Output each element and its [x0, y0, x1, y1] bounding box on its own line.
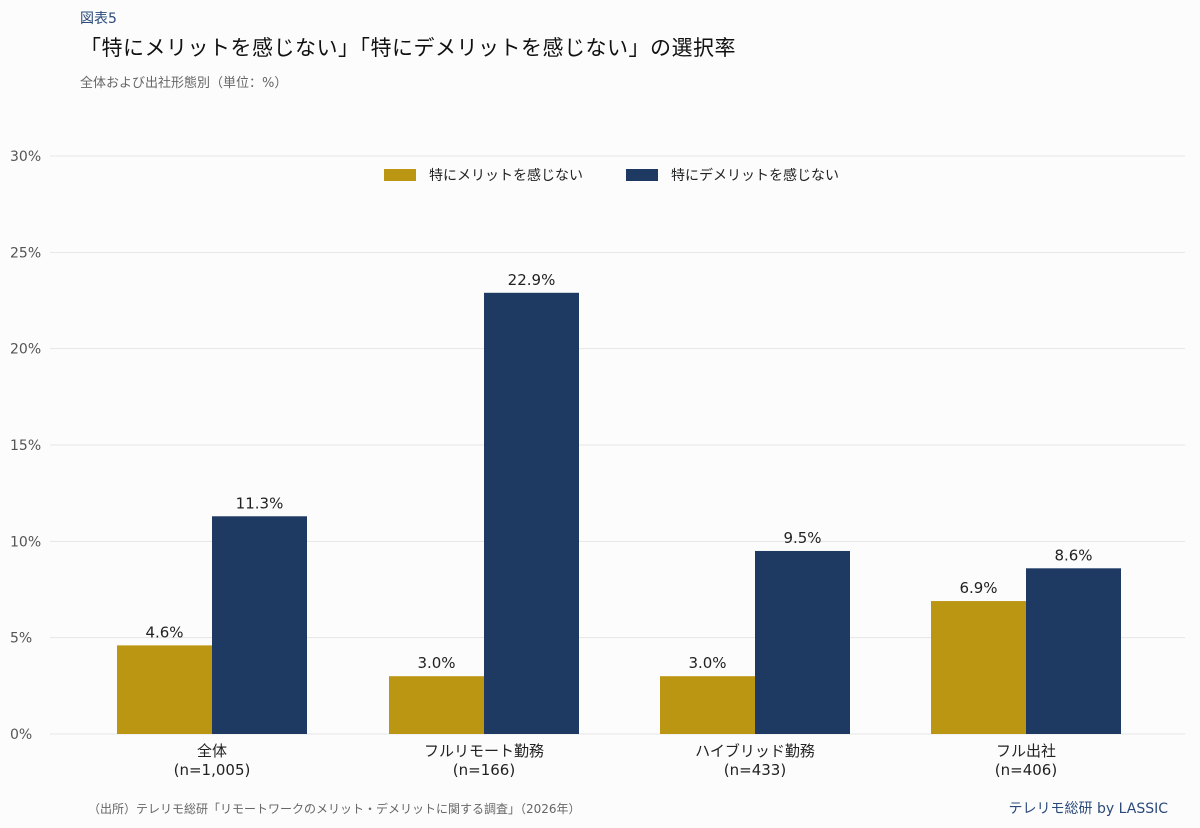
- y-tick-label: 5%: [10, 631, 32, 647]
- legend-swatch-2: [626, 169, 658, 181]
- data-label: 4.6%: [145, 623, 183, 641]
- y-tick-label: 15%: [10, 438, 41, 454]
- y-tick-label: 0%: [10, 727, 32, 743]
- data-label: 9.5%: [783, 529, 821, 547]
- y-tick-label: 25%: [10, 245, 41, 261]
- data-label: 8.6%: [1054, 546, 1092, 564]
- legend-swatch-1: [384, 169, 416, 181]
- x-category-n: (n=433): [724, 761, 786, 779]
- bar-1-4: [931, 601, 1026, 734]
- y-tick-label: 20%: [10, 342, 41, 358]
- x-category-n: (n=166): [453, 761, 515, 779]
- legend-label-2: 特にデメリットを感じない: [671, 167, 839, 184]
- chart-subtitle: 全体および出社形態別（単位：%）: [80, 76, 288, 91]
- x-category-label: フル出社: [996, 742, 1056, 760]
- data-label: 3.0%: [417, 654, 455, 672]
- y-tick-label: 10%: [10, 534, 41, 550]
- y-tick-label: 30%: [10, 149, 41, 165]
- data-label: 6.9%: [959, 579, 997, 597]
- x-category-label: フルリモート勤務: [424, 742, 544, 760]
- bar-2-3: [755, 550, 850, 734]
- legend-label-1: 特にメリットを感じない: [429, 167, 583, 184]
- bar-1-1: [117, 645, 212, 734]
- bar-2-4: [1026, 568, 1121, 734]
- x-category-label: ハイブリッド勤務: [695, 742, 815, 760]
- x-category-n: (n=406): [995, 761, 1057, 779]
- figure-label: 図表5: [80, 11, 117, 27]
- brand-credit: テレリモ総研 by LASSIC: [1008, 801, 1168, 817]
- bar-1-2: [389, 676, 484, 734]
- source-note: （出所）テレリモ総研「リモートワークのメリット・デメリットに関する調査」（202…: [88, 802, 581, 816]
- bar-2-2: [484, 292, 579, 734]
- data-label: 11.3%: [236, 494, 284, 512]
- bar-1-3: [660, 676, 755, 734]
- data-label: 22.9%: [508, 271, 556, 289]
- bar-2-1: [212, 516, 307, 734]
- x-category-label: 全体: [197, 742, 227, 760]
- data-label: 3.0%: [688, 654, 726, 672]
- chart-title: 「特にメリットを感じない」「特にデメリットを感じない」の選択率: [80, 36, 736, 60]
- x-category-n: (n=1,005): [174, 761, 251, 779]
